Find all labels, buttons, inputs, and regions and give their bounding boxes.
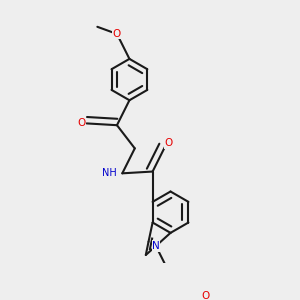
Text: O: O: [113, 29, 121, 39]
Text: N: N: [152, 241, 160, 251]
Text: O: O: [77, 118, 86, 128]
Text: O: O: [202, 291, 210, 300]
Text: O: O: [164, 138, 173, 148]
Text: NH: NH: [102, 168, 117, 178]
